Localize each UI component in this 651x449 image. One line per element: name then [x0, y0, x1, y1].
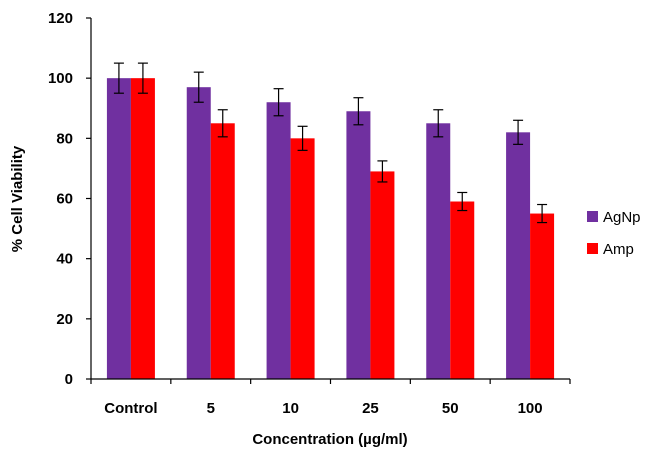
error-bar [217, 109, 228, 138]
y-tick-label: 80 [56, 130, 73, 147]
error-bar [193, 71, 204, 103]
error-bar [137, 62, 148, 94]
bar-amp-100 [530, 213, 555, 379]
bar-agnp-50 [426, 123, 451, 380]
x-tick-label: 50 [442, 400, 459, 417]
bar-amp-25 [370, 171, 395, 379]
y-tick-label: 100 [48, 70, 73, 87]
error-bar [457, 191, 468, 212]
bar-agnp-control [106, 78, 131, 380]
bar-agnp-10 [266, 102, 291, 379]
bar-agnp-25 [346, 111, 371, 379]
x-axis-ticks: Control 5 10 25 50 100 [90, 379, 571, 417]
error-bar [273, 88, 284, 117]
y-tick-label: 0 [65, 371, 73, 388]
y-tick-label: 40 [56, 251, 73, 268]
x-tick-label: Control [104, 400, 157, 417]
bar-agnp-5 [186, 87, 211, 380]
legend: AgNp Amp [587, 209, 641, 258]
legend-swatch-agnp [587, 211, 598, 222]
error-bar [353, 97, 364, 126]
x-tick-label: 100 [518, 400, 543, 417]
bars [106, 78, 555, 380]
x-axis-title: Concentration (µg/ml) [252, 431, 407, 448]
bar-amp-control [130, 78, 155, 380]
legend-label-amp: Amp [603, 241, 634, 258]
y-axis-title: % Cell Viability [9, 145, 26, 252]
error-bar [297, 125, 308, 151]
error-bars [113, 62, 548, 224]
axes [90, 18, 570, 380]
y-axis-ticks: 0 20 40 60 80 100 120 [48, 10, 91, 388]
bar-amp-10 [290, 138, 315, 379]
legend-label-agnp: AgNp [603, 209, 641, 226]
x-tick-label: 5 [207, 400, 215, 417]
error-bar [113, 62, 124, 94]
bar-amp-50 [450, 201, 475, 379]
y-tick-label: 60 [56, 191, 73, 208]
error-bar [377, 160, 388, 183]
error-bar [513, 119, 524, 145]
x-tick-label: 25 [362, 400, 379, 417]
x-tick-label: 10 [282, 400, 299, 417]
legend-swatch-amp [587, 243, 598, 254]
y-tick-label: 120 [48, 10, 73, 27]
bar-amp-5 [210, 123, 235, 380]
bar-agnp-100 [506, 132, 531, 379]
y-tick-label: 20 [56, 311, 73, 328]
error-bar [537, 203, 548, 224]
error-bar [433, 109, 444, 138]
